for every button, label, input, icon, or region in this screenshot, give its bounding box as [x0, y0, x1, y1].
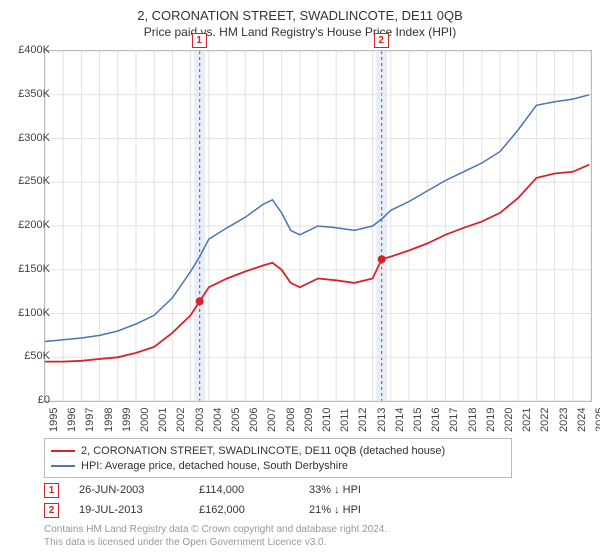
x-axis-label: 2025: [594, 408, 600, 432]
x-axis-label: 2017: [448, 408, 460, 432]
x-axis-label: 2013: [376, 408, 388, 432]
x-axis-label: 2002: [175, 408, 187, 432]
footer-line1: Contains HM Land Registry data © Crown c…: [44, 524, 387, 537]
x-axis-label: 2007: [266, 408, 278, 432]
x-axis-label: 1998: [103, 408, 115, 432]
chart-container: 2, CORONATION STREET, SWADLINCOTE, DE11 …: [0, 0, 600, 560]
x-axis-label: 2012: [357, 408, 369, 432]
y-axis-label: £300K: [18, 132, 50, 144]
legend-swatch: [51, 465, 75, 467]
y-axis-label: £100K: [18, 307, 50, 319]
transaction-price: £114,000: [199, 484, 309, 496]
x-axis-label: 2021: [521, 408, 533, 432]
x-axis-label: 1996: [66, 408, 78, 432]
transaction-row: 1 26-JUN-2003£114,00033% ↓ HPI: [44, 480, 429, 500]
x-axis-label: 2004: [212, 408, 224, 432]
transaction-price: £162,000: [199, 504, 309, 516]
footer-line2: This data is licensed under the Open Gov…: [44, 537, 387, 550]
x-axis-label: 2001: [157, 408, 169, 432]
legend-label: HPI: Average price, detached house, Sout…: [81, 460, 348, 472]
x-axis-label: 2015: [412, 408, 424, 432]
y-axis-label: £0: [38, 394, 50, 406]
page-title: 2, CORONATION STREET, SWADLINCOTE, DE11 …: [0, 0, 600, 23]
x-axis-label: 1995: [48, 408, 60, 432]
x-axis-label: 2000: [139, 408, 151, 432]
transaction-marker-box: 1: [44, 483, 59, 498]
x-axis-label: 2018: [467, 408, 479, 432]
x-axis-label: 2006: [248, 408, 260, 432]
x-axis-label: 1997: [84, 408, 96, 432]
transaction-marker: 2: [374, 33, 389, 48]
transaction-hpi: 33% ↓ HPI: [309, 484, 429, 496]
x-axis-label: 2005: [230, 408, 242, 432]
page-subtitle: Price paid vs. HM Land Registry's House …: [0, 23, 600, 45]
transaction-hpi: 21% ↓ HPI: [309, 504, 429, 516]
x-axis-label: 2022: [539, 408, 551, 432]
x-axis-label: 2011: [339, 408, 351, 432]
x-axis-label: 2008: [285, 408, 297, 432]
x-axis-label: 2020: [503, 408, 515, 432]
x-axis-label: 2016: [430, 408, 442, 432]
x-axis-label: 2014: [394, 408, 406, 432]
chart-svg: [45, 51, 591, 401]
x-axis-label: 2010: [321, 408, 333, 432]
x-axis-label: 2024: [576, 408, 588, 432]
y-axis-label: £150K: [18, 263, 50, 275]
chart-area: [44, 50, 592, 402]
transaction-marker-box: 2: [44, 503, 59, 518]
transaction-date: 26-JUN-2003: [79, 484, 199, 496]
y-axis-label: £50K: [24, 350, 50, 362]
y-axis-label: £200K: [18, 219, 50, 231]
x-axis-label: 2009: [303, 408, 315, 432]
y-axis-label: £250K: [18, 175, 50, 187]
transactions-table: 1 26-JUN-2003£114,00033% ↓ HPI 2 19-JUL-201…: [44, 480, 429, 520]
legend-row: 2, CORONATION STREET, SWADLINCOTE, DE11 …: [51, 443, 505, 458]
transaction-date: 19-JUL-2013: [79, 504, 199, 516]
y-axis-label: £350K: [18, 88, 50, 100]
legend-swatch: [51, 450, 75, 452]
transaction-row: 2 19-JUL-2013£162,00021% ↓ HPI: [44, 500, 429, 520]
y-axis-label: £400K: [18, 44, 50, 56]
transaction-marker: 1: [192, 33, 207, 48]
footer: Contains HM Land Registry data © Crown c…: [44, 524, 387, 549]
x-axis-label: 1999: [121, 408, 133, 432]
x-axis-label: 2019: [485, 408, 497, 432]
legend-label: 2, CORONATION STREET, SWADLINCOTE, DE11 …: [81, 445, 445, 457]
legend-row: HPI: Average price, detached house, Sout…: [51, 458, 505, 473]
x-axis-label: 2003: [194, 408, 206, 432]
x-axis-label: 2023: [558, 408, 570, 432]
legend: 2, CORONATION STREET, SWADLINCOTE, DE11 …: [44, 438, 512, 478]
